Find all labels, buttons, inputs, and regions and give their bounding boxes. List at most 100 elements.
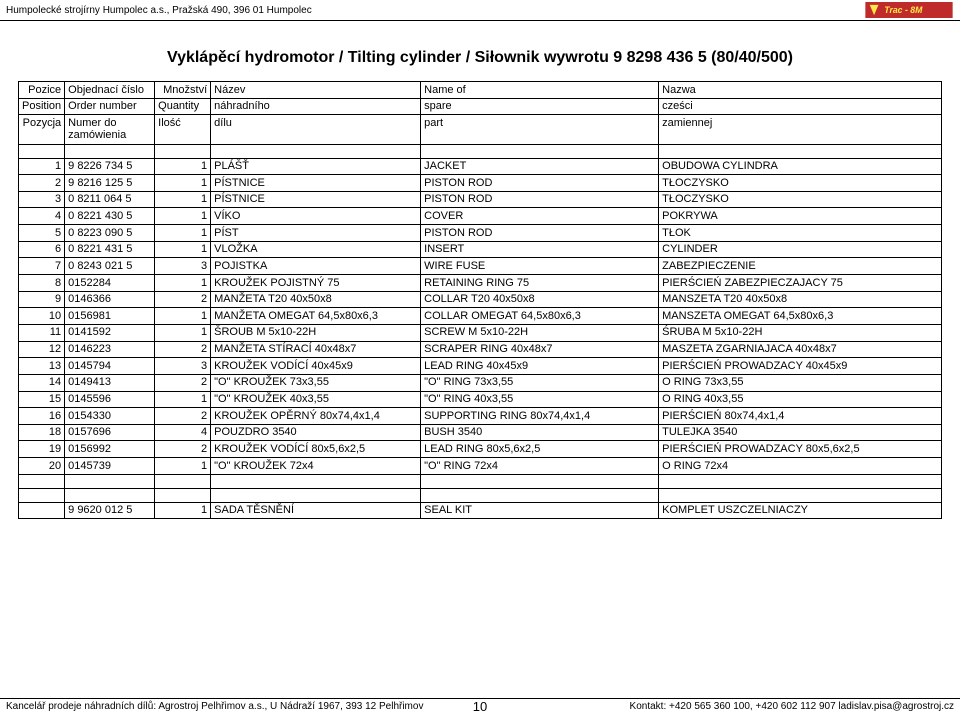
cell-pos — [19, 502, 65, 519]
head-n3-1: Nazwa — [659, 82, 942, 99]
cell-name-cz: ŠROUB M 5x10-22H — [211, 324, 421, 341]
table-body: 19 8226 734 51PLÁŠŤJACKETOBUDOWA CYLINDR… — [19, 144, 942, 519]
table-row: 2001457391"O" KROUŽEK 72x4"O" RING 72x4O… — [19, 458, 942, 475]
cell-name-cz: VLOŽKA — [211, 241, 421, 258]
cell-name-pl: ZABEZPIECZENIE — [659, 258, 942, 275]
cell-qty: 1 — [155, 308, 211, 325]
cell-qty: 1 — [155, 158, 211, 175]
empty-cell — [155, 144, 211, 158]
cell-order: 0154330 — [65, 408, 155, 425]
table-head: Pozice Objednací číslo Množství Název Na… — [19, 82, 942, 145]
page-title: Vyklápěcí hydromotor / Tilting cylinder … — [0, 49, 960, 67]
cell-qty: 1 — [155, 458, 211, 475]
cell-name-en: "O" RING 72x4 — [421, 458, 659, 475]
head-pos-3: Pozycja — [19, 115, 65, 144]
cell-qty: 1 — [155, 324, 211, 341]
page-number: 10 — [473, 699, 487, 714]
cell-name-pl: POKRYWA — [659, 208, 942, 225]
cell-pos: 18 — [19, 424, 65, 441]
cell-name-en: INSERT — [421, 241, 659, 258]
cell-pos: 1 — [19, 158, 65, 175]
cell-name-pl: PIERŚCIEŃ PROWADZACY 40x45x9 — [659, 358, 942, 375]
head-qty-1: Množství — [155, 82, 211, 99]
cell-qty: 1 — [155, 225, 211, 242]
head-pos-2: Position — [19, 98, 65, 115]
empty-cell — [211, 488, 421, 502]
cell-qty: 1 — [155, 191, 211, 208]
table-row: 30 8211 064 51PÍSTNICEPISTON RODTŁOCZYSK… — [19, 191, 942, 208]
table-row: 1001569811MANŽETA OMEGAT 64,5x80x6,3COLL… — [19, 308, 942, 325]
cell-name-en: COLLAR OMEGAT 64,5x80x6,3 — [421, 308, 659, 325]
head-n2-3: part — [421, 115, 659, 144]
cell-order: 0157696 — [65, 424, 155, 441]
table-row: 1801576964POUZDRO 3540BUSH 3540TULEJKA 3… — [19, 424, 942, 441]
empty-cell — [659, 144, 942, 158]
cell-name-cz: KROUŽEK OPĚRNÝ 80x74,4x1,4 — [211, 408, 421, 425]
cell-name-cz: PLÁŠŤ — [211, 158, 421, 175]
cell-order: 0145596 — [65, 391, 155, 408]
cell-order: 0156992 — [65, 441, 155, 458]
company-name: Humpolecké strojírny Humpolec a.s., Praž… — [6, 5, 312, 16]
cell-pos: 3 — [19, 191, 65, 208]
cell-order: 0 8221 431 5 — [65, 241, 155, 258]
cell-name-en: "O" RING 73x3,55 — [421, 374, 659, 391]
top-bar: Humpolecké strojírny Humpolec a.s., Praž… — [0, 0, 960, 21]
cell-name-cz: "O" KROUŽEK 40x3,55 — [211, 391, 421, 408]
cell-name-cz: MANŽETA STÍRACÍ 40x48x7 — [211, 341, 421, 358]
cell-qty: 1 — [155, 275, 211, 292]
empty-cell — [421, 474, 659, 488]
cell-name-en: LEAD RING 40x45x9 — [421, 358, 659, 375]
cell-name-cz: "O" KROUŽEK 72x4 — [211, 458, 421, 475]
cell-name-pl: OBUDOWA CYLINDRA — [659, 158, 942, 175]
table-row: 1301457943KROUŽEK VODÍCÍ 40x45x9LEAD RIN… — [19, 358, 942, 375]
cell-pos: 20 — [19, 458, 65, 475]
cell-name-cz: PÍSTNICE — [211, 191, 421, 208]
cell-name-cz: SADA TĚSNĚNÍ — [211, 502, 421, 519]
cell-qty: 2 — [155, 374, 211, 391]
table-row: 1601543302KROUŽEK OPĚRNÝ 80x74,4x1,4SUPP… — [19, 408, 942, 425]
cell-name-en: JACKET — [421, 158, 659, 175]
empty-cell — [155, 474, 211, 488]
cell-name-pl: PIERŚCIEŃ PROWADZACY 80x5,6x2,5 — [659, 441, 942, 458]
cell-pos: 5 — [19, 225, 65, 242]
footer-right: Kontakt: +420 565 360 100, +420 602 112 … — [630, 701, 954, 712]
cell-order: 9 9620 012 5 — [65, 502, 155, 519]
table-row: 1901569922KROUŽEK VODÍCÍ 80x5,6x2,5LEAD … — [19, 441, 942, 458]
empty-cell — [19, 144, 65, 158]
head-n2-2: spare — [421, 98, 659, 115]
cell-name-pl: PIERŚCIEŃ ZABEZPIECZAJACY 75 — [659, 275, 942, 292]
cell-qty: 4 — [155, 424, 211, 441]
empty-row — [19, 488, 942, 502]
svg-text:Trac - 8M: Trac - 8M — [884, 5, 923, 15]
cell-name-en: PISTON ROD — [421, 175, 659, 192]
cell-qty: 1 — [155, 241, 211, 258]
cell-name-pl: CYLINDER — [659, 241, 942, 258]
empty-cell — [65, 474, 155, 488]
cell-pos: 7 — [19, 258, 65, 275]
cell-name-en: RETAINING RING 75 — [421, 275, 659, 292]
empty-cell — [19, 488, 65, 502]
cell-name-pl: TŁOCZYSKO — [659, 191, 942, 208]
empty-cell — [211, 474, 421, 488]
empty-row — [19, 144, 942, 158]
cell-name-cz: POUZDRO 3540 — [211, 424, 421, 441]
cell-pos: 8 — [19, 275, 65, 292]
cell-pos: 15 — [19, 391, 65, 408]
table-row: 901463662MANŽETA T20 40x50x8COLLAR T20 4… — [19, 291, 942, 308]
table-row: 40 8221 430 51VÍKOCOVERPOKRYWA — [19, 208, 942, 225]
cell-pos: 14 — [19, 374, 65, 391]
cell-qty: 1 — [155, 502, 211, 519]
cell-name-pl: ŚRUBA M 5x10-22H — [659, 324, 942, 341]
head-n3-3: zamiennej — [659, 115, 942, 144]
cell-qty: 2 — [155, 291, 211, 308]
table-row: 1501455961"O" KROUŽEK 40x3,55"O" RING 40… — [19, 391, 942, 408]
cell-qty: 2 — [155, 341, 211, 358]
cell-name-pl: MANSZETA OMEGAT 64,5x80x6,3 — [659, 308, 942, 325]
cell-order: 0 8223 090 5 — [65, 225, 155, 242]
empty-cell — [155, 488, 211, 502]
cell-pos: 16 — [19, 408, 65, 425]
cell-order: 0146223 — [65, 341, 155, 358]
cell-order: 0149413 — [65, 374, 155, 391]
parts-table: Pozice Objednací číslo Množství Název Na… — [18, 81, 942, 519]
cell-qty: 1 — [155, 175, 211, 192]
